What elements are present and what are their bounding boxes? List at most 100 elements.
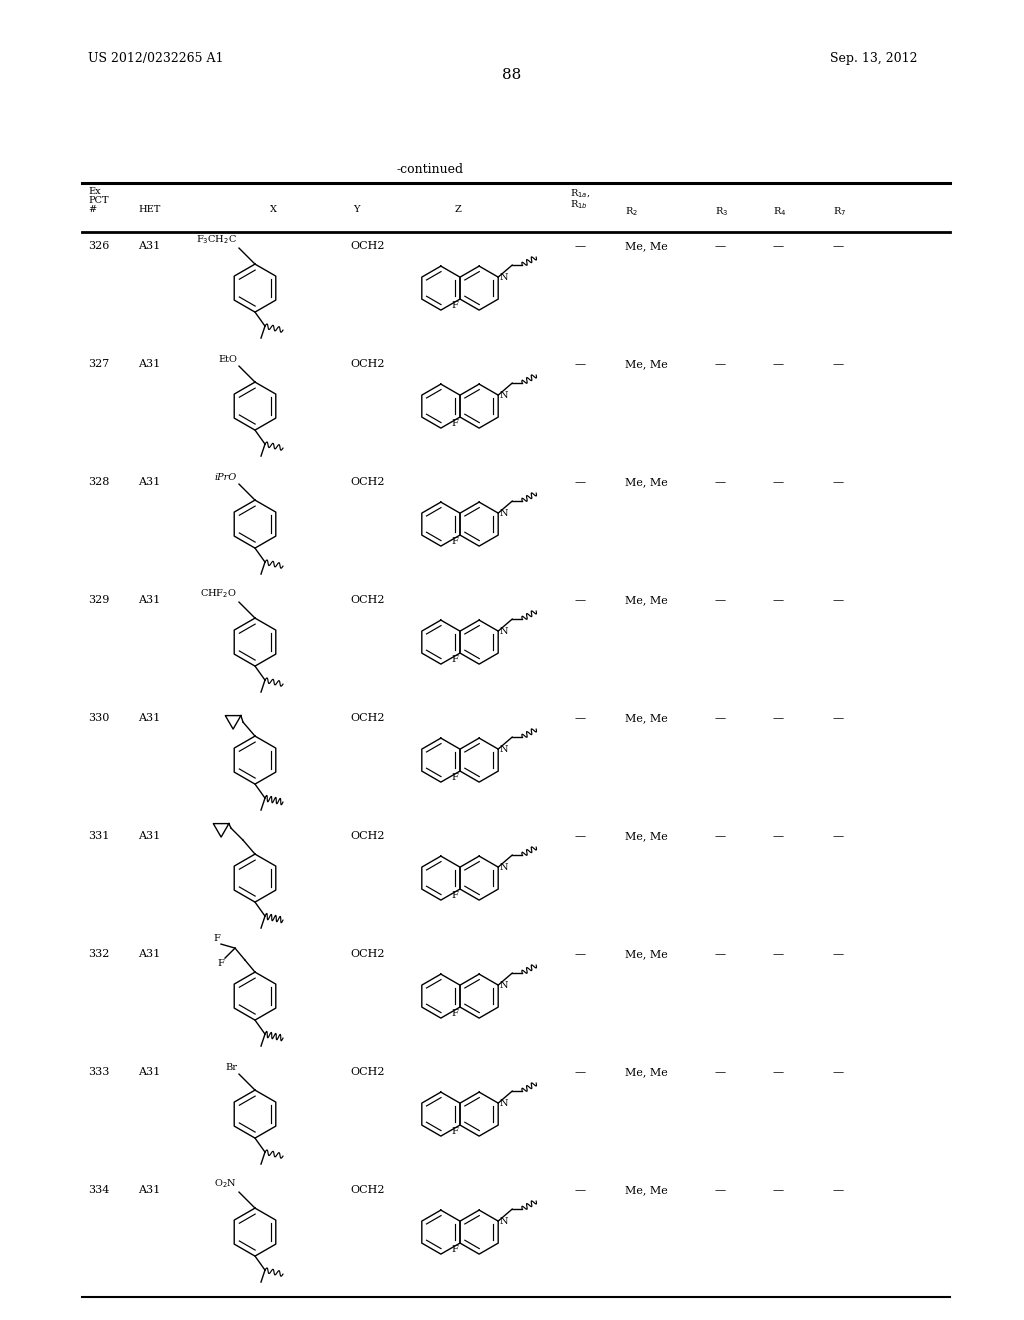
Text: —: — [715, 1185, 726, 1195]
Text: —: — [715, 477, 726, 487]
Text: F: F [451, 891, 458, 900]
Text: OCH2: OCH2 [350, 832, 384, 841]
Text: —: — [833, 713, 844, 723]
Text: —: — [833, 242, 844, 251]
Text: —: — [773, 359, 784, 370]
Text: iPrO: iPrO [215, 473, 237, 482]
Text: F: F [451, 537, 458, 546]
Text: R$_{2}$: R$_{2}$ [625, 205, 638, 218]
Text: N: N [499, 391, 508, 400]
Text: —: — [574, 713, 586, 723]
Text: N: N [499, 862, 508, 871]
Text: OCH2: OCH2 [350, 595, 384, 605]
Text: F: F [451, 1008, 458, 1018]
Text: —: — [773, 1067, 784, 1077]
Text: R$_{1a}$,: R$_{1a}$, [570, 187, 591, 199]
Text: —: — [574, 1185, 586, 1195]
Text: N: N [499, 1217, 508, 1225]
Text: —: — [773, 477, 784, 487]
Text: F: F [451, 301, 458, 310]
Text: Z: Z [455, 205, 462, 214]
Text: —: — [833, 1185, 844, 1195]
Text: N: N [499, 1098, 508, 1107]
Text: F: F [451, 1127, 458, 1137]
Text: OCH2: OCH2 [350, 1067, 384, 1077]
Text: Me, Me: Me, Me [625, 1067, 668, 1077]
Text: —: — [833, 832, 844, 841]
Text: —: — [715, 595, 726, 605]
Text: HET: HET [138, 205, 161, 214]
Text: 333: 333 [88, 1067, 110, 1077]
Text: —: — [715, 1067, 726, 1077]
Text: 332: 332 [88, 949, 110, 960]
Text: —: — [574, 1067, 586, 1077]
Text: Me, Me: Me, Me [625, 595, 668, 605]
Text: X: X [270, 205, 278, 214]
Text: 334: 334 [88, 1185, 110, 1195]
Text: —: — [773, 595, 784, 605]
Text: 327: 327 [88, 359, 110, 370]
Text: EtO: EtO [218, 355, 237, 364]
Text: PCT: PCT [88, 195, 109, 205]
Text: OCH2: OCH2 [350, 713, 384, 723]
Text: —: — [833, 359, 844, 370]
Text: Me, Me: Me, Me [625, 242, 668, 251]
Text: —: — [574, 477, 586, 487]
Text: Me, Me: Me, Me [625, 713, 668, 723]
Text: F: F [451, 655, 458, 664]
Text: —: — [574, 949, 586, 960]
Text: F: F [451, 774, 458, 781]
Text: Y: Y [353, 205, 359, 214]
Text: —: — [833, 595, 844, 605]
Text: —: — [715, 242, 726, 251]
Text: A31: A31 [138, 949, 160, 960]
Text: Me, Me: Me, Me [625, 1185, 668, 1195]
Text: Br: Br [225, 1063, 237, 1072]
Text: —: — [773, 713, 784, 723]
Text: A31: A31 [138, 1185, 160, 1195]
Text: 328: 328 [88, 477, 110, 487]
Text: —: — [773, 949, 784, 960]
Text: Me, Me: Me, Me [625, 949, 668, 960]
Text: —: — [715, 713, 726, 723]
Text: R$_{4}$: R$_{4}$ [773, 205, 786, 218]
Text: R$_{7}$: R$_{7}$ [833, 205, 846, 218]
Text: —: — [773, 1185, 784, 1195]
Text: F: F [451, 420, 458, 428]
Text: N: N [499, 273, 508, 281]
Text: A31: A31 [138, 242, 160, 251]
Text: —: — [773, 242, 784, 251]
Text: F: F [451, 1245, 458, 1254]
Text: OCH2: OCH2 [350, 949, 384, 960]
Text: OCH2: OCH2 [350, 359, 384, 370]
Text: —: — [773, 832, 784, 841]
Text: —: — [715, 359, 726, 370]
Text: —: — [715, 949, 726, 960]
Text: N: N [499, 981, 508, 990]
Text: —: — [574, 242, 586, 251]
Text: A31: A31 [138, 359, 160, 370]
Text: Me, Me: Me, Me [625, 477, 668, 487]
Text: —: — [574, 832, 586, 841]
Text: OCH2: OCH2 [350, 242, 384, 251]
Text: R$_{3}$: R$_{3}$ [715, 205, 728, 218]
Text: OCH2: OCH2 [350, 1185, 384, 1195]
Text: A31: A31 [138, 1067, 160, 1077]
Text: O$_2$N: O$_2$N [214, 1177, 237, 1191]
Text: 331: 331 [88, 832, 110, 841]
Text: OCH2: OCH2 [350, 477, 384, 487]
Text: —: — [574, 359, 586, 370]
Text: —: — [833, 1067, 844, 1077]
Text: —: — [833, 949, 844, 960]
Text: CHF$_2$O: CHF$_2$O [200, 587, 237, 601]
Text: F: F [217, 960, 224, 968]
Text: N: N [499, 508, 508, 517]
Text: 88: 88 [503, 69, 521, 82]
Text: R$_{1b}$: R$_{1b}$ [570, 198, 588, 211]
Text: A31: A31 [138, 477, 160, 487]
Text: A31: A31 [138, 832, 160, 841]
Text: US 2012/0232265 A1: US 2012/0232265 A1 [88, 51, 223, 65]
Text: -continued: -continued [396, 162, 464, 176]
Text: Me, Me: Me, Me [625, 359, 668, 370]
Text: 326: 326 [88, 242, 110, 251]
